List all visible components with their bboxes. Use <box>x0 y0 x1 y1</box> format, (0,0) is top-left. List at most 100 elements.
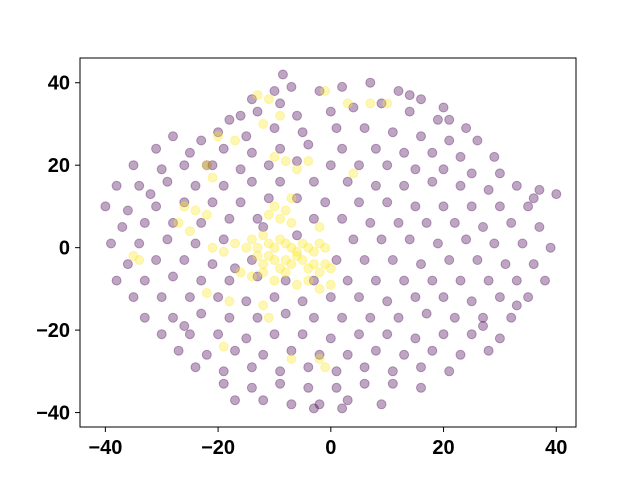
data-point <box>140 313 149 322</box>
data-point <box>338 214 347 223</box>
data-point <box>343 350 352 359</box>
data-point <box>247 272 256 281</box>
data-point <box>383 161 392 170</box>
data-point <box>338 313 347 322</box>
data-point <box>242 334 251 343</box>
data-point <box>259 223 268 232</box>
data-point <box>185 148 194 157</box>
data-point <box>315 223 324 232</box>
data-point <box>236 268 245 277</box>
data-point <box>360 379 369 388</box>
data-point <box>332 367 341 376</box>
data-point <box>208 260 217 269</box>
data-point <box>411 202 420 211</box>
data-point <box>309 177 318 186</box>
data-point <box>259 301 268 310</box>
data-point <box>231 136 240 145</box>
data-point <box>163 235 172 244</box>
data-point <box>219 342 228 351</box>
data-point <box>191 363 200 372</box>
data-point <box>411 165 420 174</box>
data-point <box>152 202 161 211</box>
data-point <box>405 235 414 244</box>
data-point <box>479 223 488 232</box>
data-point <box>326 293 335 302</box>
data-point <box>123 260 132 269</box>
data-point <box>445 115 454 124</box>
data-point <box>112 181 121 190</box>
data-point <box>253 107 262 116</box>
data-point <box>501 260 510 269</box>
data-point <box>512 301 521 310</box>
data-point <box>242 243 251 252</box>
data-point <box>552 190 561 199</box>
data-point <box>276 99 285 108</box>
data-point <box>304 140 313 149</box>
data-point <box>278 70 287 79</box>
data-point <box>371 181 380 190</box>
data-point <box>355 293 364 302</box>
data-point <box>214 330 223 339</box>
data-point <box>439 202 448 211</box>
y-tick-label: −20 <box>36 320 70 342</box>
data-point <box>462 235 471 244</box>
data-point <box>343 276 352 285</box>
data-point <box>304 157 313 166</box>
data-point <box>400 181 409 190</box>
data-point <box>490 152 499 161</box>
data-point <box>140 218 149 227</box>
data-point <box>417 383 426 392</box>
data-point <box>185 227 194 236</box>
data-point <box>349 235 358 244</box>
data-point <box>315 284 324 293</box>
data-point <box>185 330 194 339</box>
data-point <box>191 206 200 215</box>
data-point <box>388 256 397 265</box>
data-point <box>140 276 149 285</box>
data-point <box>495 293 504 302</box>
data-point <box>473 256 482 265</box>
data-point <box>293 165 302 174</box>
data-point <box>417 363 426 372</box>
data-point <box>287 400 296 409</box>
data-point <box>129 161 138 170</box>
data-point <box>343 99 352 108</box>
data-point <box>304 363 313 372</box>
data-point <box>169 313 178 322</box>
data-point <box>135 239 144 248</box>
data-point <box>253 91 262 100</box>
data-point <box>197 309 206 318</box>
data-point <box>298 330 307 339</box>
data-point <box>377 400 386 409</box>
x-tick-label: −20 <box>201 437 235 459</box>
y-axis: −40−2002040 <box>36 73 80 425</box>
data-point <box>524 293 533 302</box>
y-tick-label: 20 <box>48 155 70 177</box>
data-point <box>225 297 234 306</box>
data-point <box>219 144 228 153</box>
data-point <box>405 91 414 100</box>
data-point <box>276 111 285 120</box>
data-point <box>388 367 397 376</box>
data-point <box>377 235 386 244</box>
data-point <box>439 293 448 302</box>
data-point <box>445 136 454 145</box>
data-point <box>484 185 493 194</box>
data-point <box>185 293 194 302</box>
x-axis: −40 −20 0 20 40 <box>88 427 567 459</box>
data-point <box>287 218 296 227</box>
data-point <box>428 276 437 285</box>
data-point <box>264 194 273 203</box>
data-point <box>360 256 369 265</box>
data-point <box>287 260 296 269</box>
data-point <box>507 313 516 322</box>
data-point <box>225 313 234 322</box>
data-point <box>405 107 414 116</box>
data-point <box>433 239 442 248</box>
data-point <box>264 161 273 170</box>
data-point <box>467 330 476 339</box>
data-point <box>304 276 313 285</box>
data-point <box>394 218 403 227</box>
data-point <box>439 103 448 112</box>
data-point <box>253 251 262 260</box>
